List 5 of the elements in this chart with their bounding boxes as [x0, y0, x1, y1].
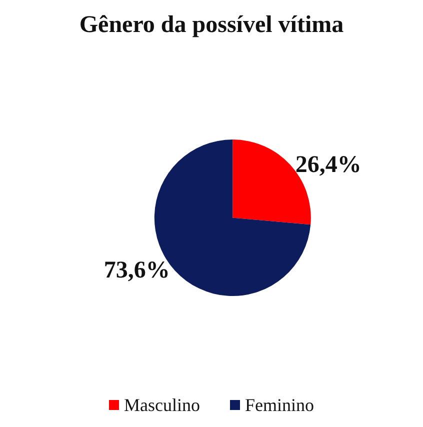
data-label: 26,4%	[295, 152, 362, 178]
data-label: 73,6%	[104, 258, 170, 284]
chart-title: Gênero da possível vítima	[79, 12, 344, 38]
legend-label: Masculino	[124, 395, 200, 415]
legend-label: Feminino	[244, 395, 314, 415]
